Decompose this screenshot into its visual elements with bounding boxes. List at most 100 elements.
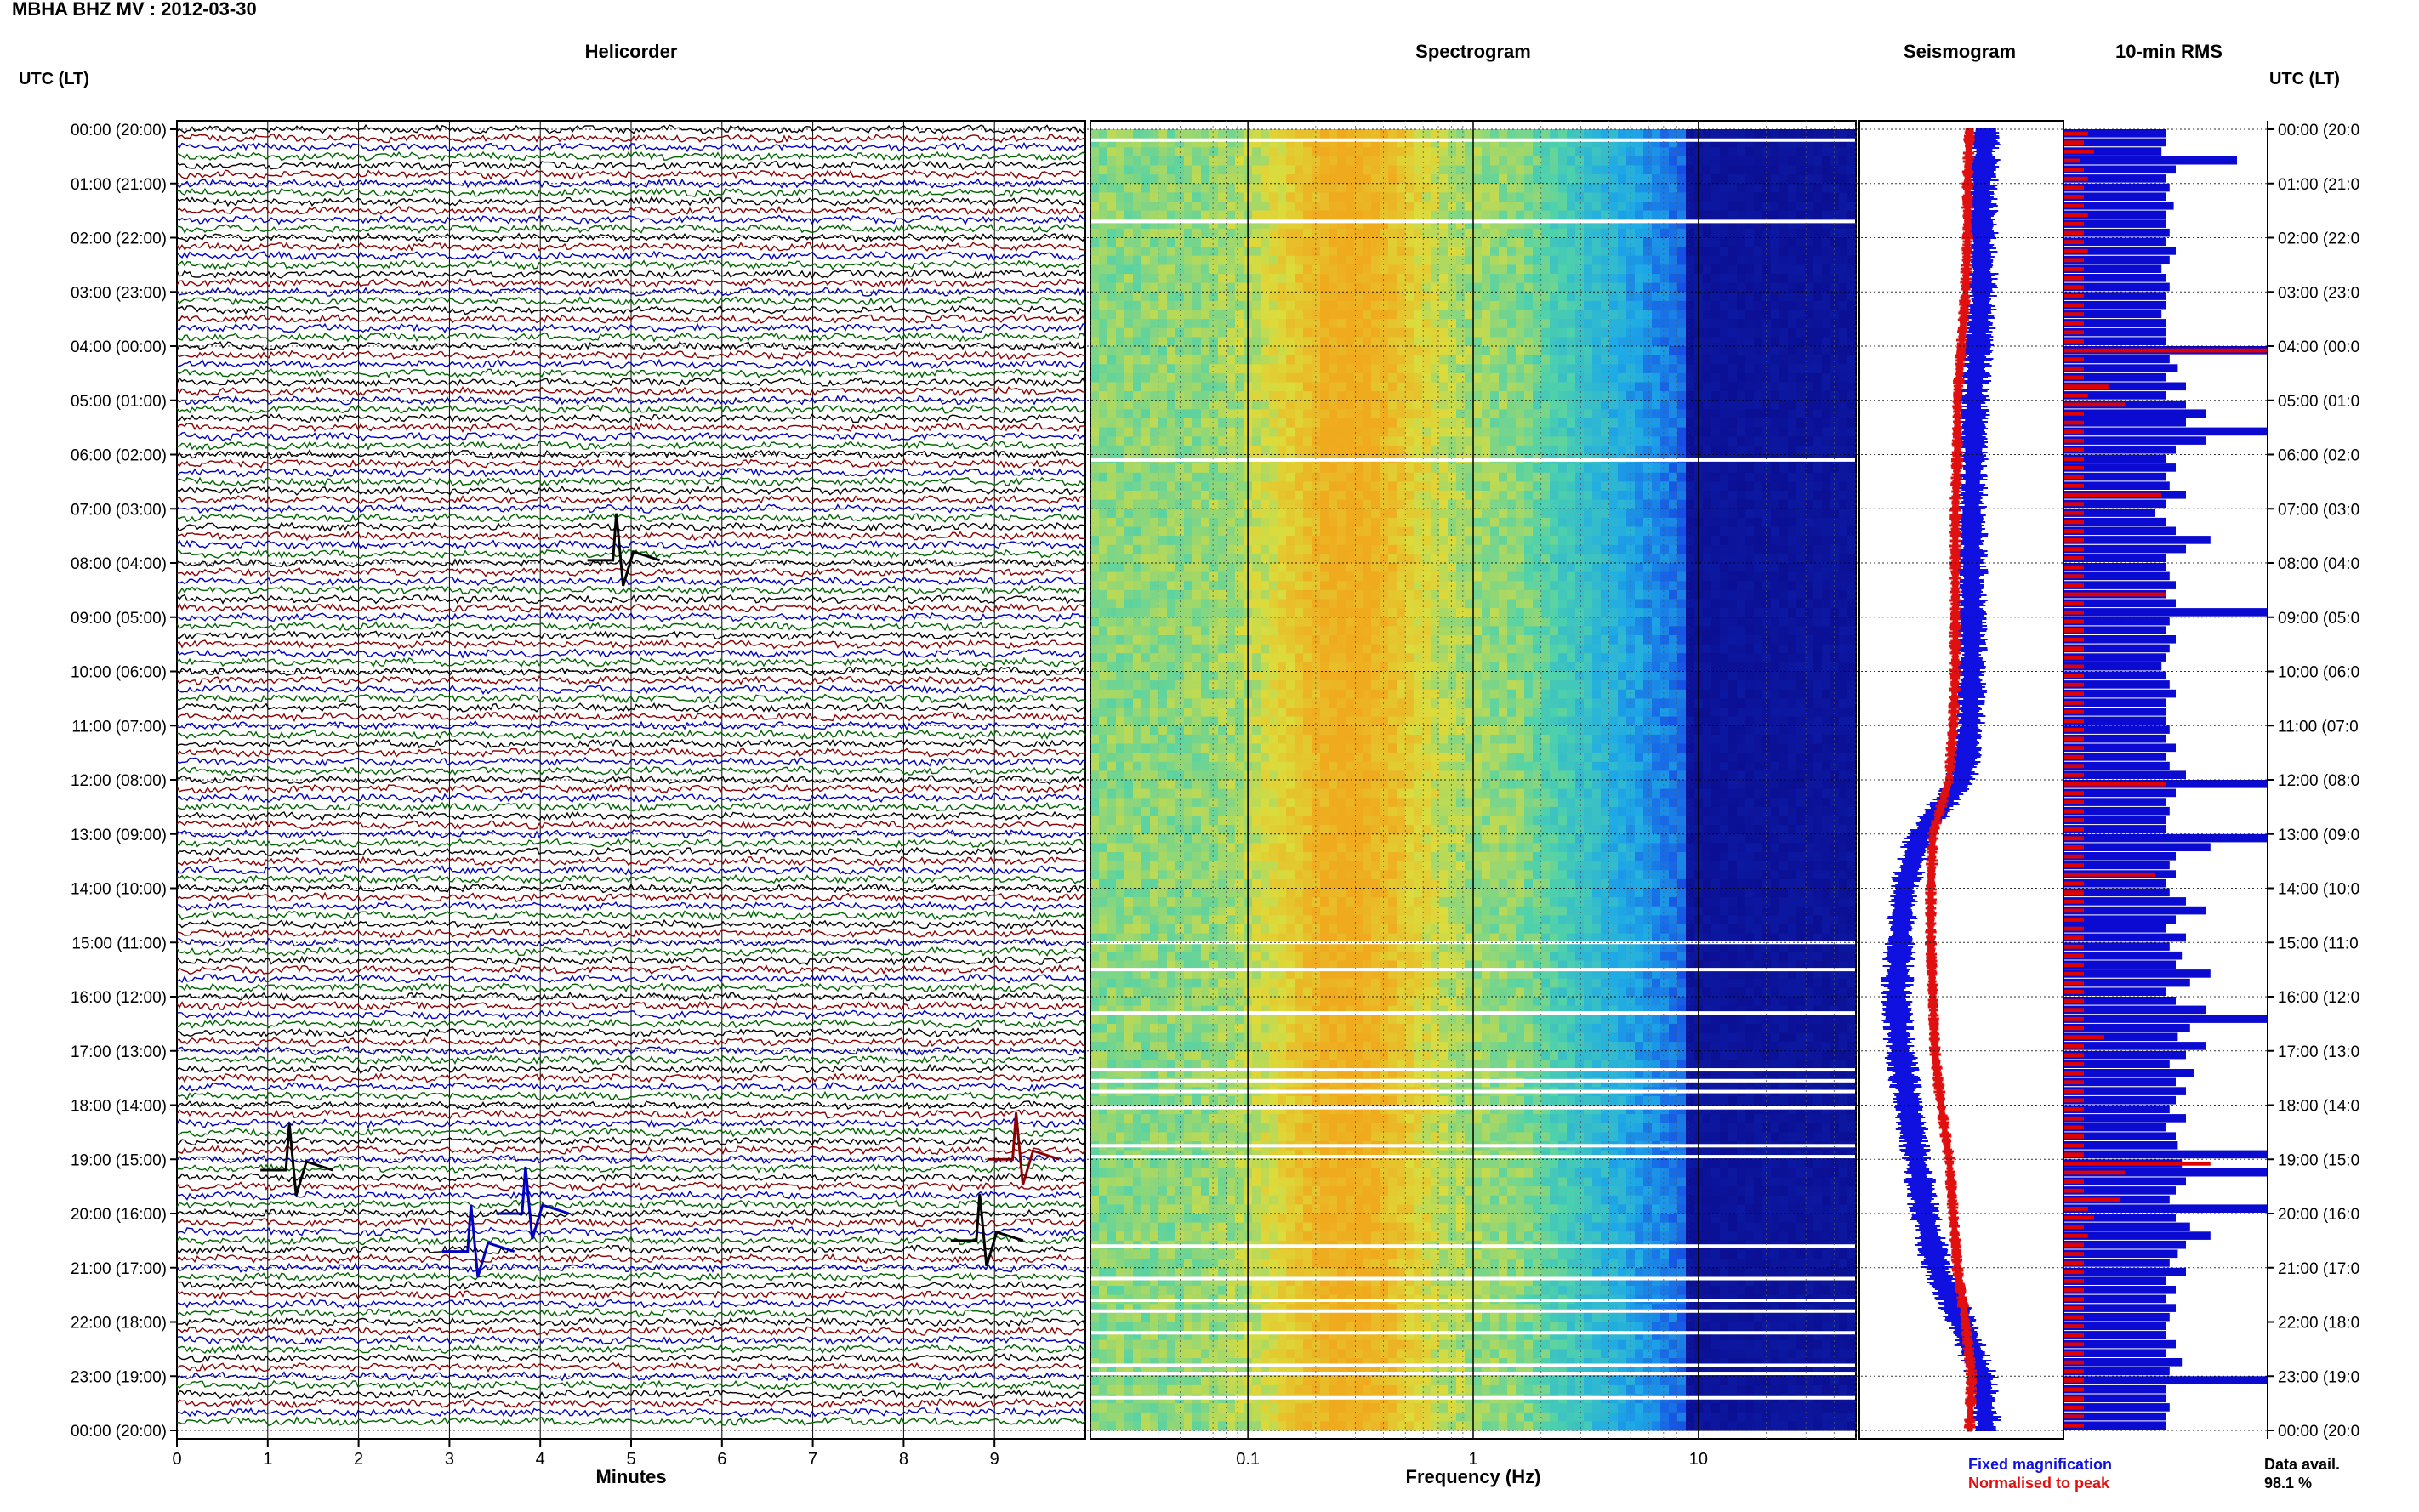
spectrogram-cell <box>1099 472 1108 482</box>
spectrogram-cell <box>1235 228 1244 239</box>
spectrogram-cell <box>1312 481 1321 492</box>
spectrogram-cell <box>1286 264 1295 275</box>
spectrogram-cell <box>1414 192 1423 202</box>
spectrogram-cell <box>1805 174 1814 185</box>
spectrogram-cell <box>1524 274 1534 284</box>
spectrogram-cell <box>1116 599 1125 609</box>
spectrogram-cell <box>1567 517 1576 528</box>
spectrogram-cell <box>1210 156 1219 167</box>
spectrogram-cell <box>1363 536 1372 546</box>
spectrogram-cell <box>1830 364 1840 374</box>
spectrogram-cell <box>1533 445 1542 456</box>
spectrogram-cell <box>1133 319 1142 329</box>
spectrogram-cell <box>1567 292 1576 302</box>
spectrogram-cell <box>1329 192 1338 202</box>
spectrogram-cell <box>1830 156 1840 167</box>
spectrogram-cell <box>1754 165 1763 175</box>
spectrogram-cell <box>1567 372 1576 384</box>
spectrogram-cell <box>1312 427 1321 437</box>
spectrogram-cell <box>1499 255 1508 265</box>
minute-tick-label: 6 <box>717 1450 726 1469</box>
spectrogram-cell <box>1652 491 1661 501</box>
spectrogram-cell <box>1354 436 1363 446</box>
spectrogram-cell <box>1677 499 1687 509</box>
spectrogram-cell <box>1439 183 1449 193</box>
spectrogram-cell <box>1830 210 1840 220</box>
spectrogram-cell <box>1584 463 1593 474</box>
spectrogram-cell <box>1567 138 1576 148</box>
spectrogram-cell <box>1158 554 1168 564</box>
spectrogram-cell <box>1813 156 1823 167</box>
spectrogram-cell <box>1363 219 1372 230</box>
spectrogram-cell <box>1473 472 1483 482</box>
spectrogram-cell <box>1550 255 1559 265</box>
spectrogram-cell <box>1728 400 1738 410</box>
spectrogram-cell <box>1380 608 1389 618</box>
spectrogram-cell <box>1354 536 1363 546</box>
spectrogram-cell <box>1346 391 1355 401</box>
spectrogram-cell <box>1133 183 1142 193</box>
spectrogram-cell <box>1847 372 1857 384</box>
spectrogram-cell <box>1507 418 1517 429</box>
spectrogram-cell <box>1201 499 1210 509</box>
spectrogram-cell <box>1609 382 1619 392</box>
helicorder-event <box>587 513 661 587</box>
spectrogram-cell <box>1541 364 1551 374</box>
spectrogram-cell <box>1788 247 1797 257</box>
spectrogram-cell <box>1839 526 1848 537</box>
spectrogram-cell <box>1643 418 1653 429</box>
spectrogram-cell <box>1295 544 1304 554</box>
spectrogram-cell <box>1686 355 1695 365</box>
spectrogram-cell <box>1414 599 1423 609</box>
spectrogram-cell <box>1201 400 1210 410</box>
spectrogram-cell <box>1524 300 1534 311</box>
spectrogram-cell <box>1626 554 1636 564</box>
spectrogram-cell <box>1847 418 1857 429</box>
spectrogram-cell <box>1397 165 1406 175</box>
spectrogram-cell <box>1337 274 1346 284</box>
spectrogram-cell <box>1728 463 1738 474</box>
spectrogram-cell <box>1813 228 1823 239</box>
spectrogram-cell <box>1099 445 1108 456</box>
spectrogram-cell <box>1830 382 1840 392</box>
spectrogram-cell <box>1346 147 1355 157</box>
spectrogram-cell <box>1414 274 1423 284</box>
spectrogram-cell <box>1626 526 1636 537</box>
spectrogram-cell <box>1592 337 1602 347</box>
helicorder-trace <box>176 1289 1086 1300</box>
spectrogram-cell <box>1371 364 1380 374</box>
spectrogram-cell <box>1771 219 1780 230</box>
spectrogram-cell <box>1397 608 1406 618</box>
helicorder-trace <box>176 367 1086 378</box>
spectrogram-cell <box>1210 418 1219 429</box>
spectrogram-cell <box>1677 391 1687 401</box>
spectrogram-cell <box>1124 192 1134 202</box>
spectrogram-cell <box>1779 563 1789 573</box>
spectrogram-cell <box>1609 499 1619 509</box>
spectrogram-cell <box>1090 581 1100 591</box>
spectrogram-cell <box>1652 481 1661 492</box>
spectrogram-cell <box>1439 247 1449 257</box>
spectrogram-cell <box>1201 346 1210 356</box>
spectrogram-cell <box>1575 599 1585 609</box>
spectrogram-cell <box>1278 274 1287 284</box>
spectrogram-cell <box>1737 589 1746 600</box>
spectrogram-cell <box>1431 509 1440 519</box>
spectrogram-cell <box>1252 372 1261 384</box>
spectrogram-cell <box>1584 192 1593 202</box>
spectrogram-cell <box>1363 563 1372 573</box>
spectrogram-cell <box>1618 509 1627 519</box>
spectrogram-cell <box>1192 554 1202 564</box>
spectrogram-cell <box>1380 463 1389 474</box>
spectrogram-cell <box>1669 247 1678 257</box>
spectrogram-cell <box>1175 319 1185 329</box>
spectrogram-cell <box>1507 481 1517 492</box>
spectrogram-cell <box>1754 427 1763 437</box>
spectrogram-cell <box>1567 509 1576 519</box>
spectrogram-cell <box>1601 400 1610 410</box>
spectrogram-cell <box>1261 463 1270 474</box>
spectrogram-cell <box>1839 589 1848 600</box>
spectrogram-cell <box>1788 571 1797 582</box>
spectrogram-cell <box>1388 255 1397 265</box>
spectrogram-cell <box>1830 463 1840 474</box>
